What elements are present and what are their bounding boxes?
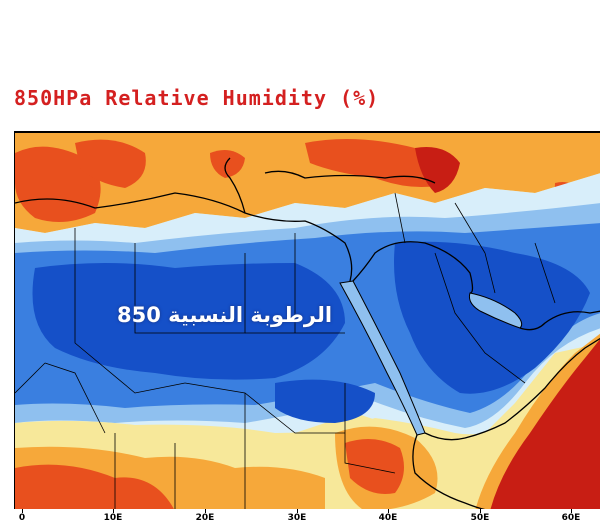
- sudan-very-dry-core: [275, 379, 375, 423]
- humidity-map: [14, 131, 600, 509]
- x-tick-label: 60E: [561, 513, 581, 523]
- x-tick-mark: [22, 509, 23, 513]
- x-axis: 0 10E 20E 30E 40E 50E 60E: [0, 509, 600, 526]
- x-tick-label: 50E: [470, 513, 490, 523]
- arabian-sea-saturated: [490, 339, 600, 509]
- coastlines: [15, 157, 600, 509]
- x-tick-label: 10E: [103, 513, 123, 523]
- x-tick-mark: [205, 509, 206, 513]
- ethiopia-red: [345, 439, 404, 494]
- x-tick-mark: [480, 509, 481, 513]
- map-title: 850HPa Relative Humidity (%): [14, 86, 380, 110]
- x-tick-label: 0: [18, 513, 26, 523]
- arabic-caption: الرطوبة النسبية 850: [117, 303, 333, 327]
- arabia-very-dry-core: [394, 241, 590, 394]
- country-borders: [15, 192, 556, 509]
- x-tick-mark: [297, 509, 298, 513]
- x-tick-label: 40E: [378, 513, 398, 523]
- x-tick-mark: [388, 509, 389, 513]
- sahara-very-dry-core: [32, 263, 345, 380]
- west-africa-red: [15, 464, 174, 509]
- greece-red-patch: [210, 149, 245, 178]
- west-red-patch: [75, 139, 146, 188]
- x-tick-label: 20E: [195, 513, 215, 523]
- x-tick-mark: [113, 509, 114, 513]
- turkey-red-patch: [305, 139, 451, 187]
- x-tick-label: 30E: [287, 513, 307, 523]
- x-tick-mark: [571, 509, 572, 513]
- caucasus-red-patch: [415, 147, 460, 193]
